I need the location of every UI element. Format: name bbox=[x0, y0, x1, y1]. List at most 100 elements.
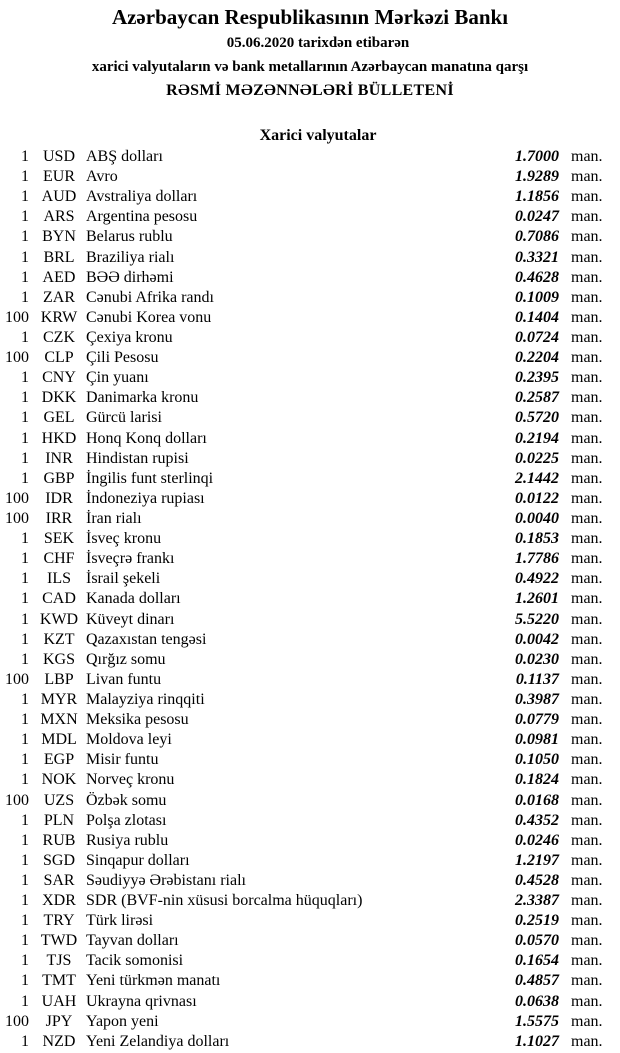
currency-name: Malayziya rinqqiti bbox=[86, 690, 205, 708]
rate-row: 100 JPY Yapon yeni 1.5575 man. bbox=[0, 1012, 620, 1032]
currency-code: CZK bbox=[43, 328, 75, 346]
rate-row: 1 EGP Misir funtu 0.1050 man. bbox=[0, 750, 620, 770]
unit-amount: 1 bbox=[21, 731, 29, 749]
rate-row: 100 KRW Cənubi Korea vonu 0.1404 man. bbox=[0, 308, 620, 328]
currency-code: NOK bbox=[41, 771, 77, 789]
currency-name: Qazaxıstan tengəsi bbox=[86, 630, 207, 648]
unit-amount: 1 bbox=[21, 449, 29, 467]
currency-unit: man. bbox=[571, 1032, 603, 1050]
exchange-rate: 0.4922 bbox=[515, 570, 559, 588]
exchange-rate: 0.4528 bbox=[515, 871, 559, 889]
currency-code: EGP bbox=[43, 751, 75, 769]
exchange-rate: 0.3987 bbox=[515, 690, 559, 708]
currency-unit: man. bbox=[571, 308, 603, 326]
currency-name: Tayvan dolları bbox=[86, 932, 179, 950]
currency-name: BƏƏ dirhəmi bbox=[86, 268, 174, 286]
exchange-rate: 0.0246 bbox=[515, 831, 559, 849]
currency-unit: man. bbox=[571, 489, 603, 507]
unit-amount: 1 bbox=[21, 268, 29, 286]
exchange-rate: 0.0724 bbox=[515, 328, 559, 346]
currency-unit: man. bbox=[571, 168, 603, 186]
rate-row: 1 NZD Yeni Zelandiya dolları 1.1027 man. bbox=[0, 1032, 620, 1052]
unit-amount: 1 bbox=[21, 389, 29, 407]
rate-row: 1 GBP İngilis funt sterlinqi 2.1442 man. bbox=[0, 469, 620, 489]
exchange-rate: 0.0638 bbox=[515, 992, 559, 1010]
exchange-rate: 1.2601 bbox=[515, 590, 559, 608]
unit-amount: 1 bbox=[21, 630, 29, 648]
unit-amount: 1 bbox=[21, 871, 29, 889]
currency-code: AED bbox=[42, 268, 76, 286]
exchange-rate: 0.4352 bbox=[515, 811, 559, 829]
exchange-rate: 5.5220 bbox=[515, 610, 559, 628]
exchange-rate: 0.2587 bbox=[515, 389, 559, 407]
exchange-rate: 0.1824 bbox=[515, 771, 559, 789]
unit-amount: 1 bbox=[21, 892, 29, 910]
unit-amount: 1 bbox=[21, 570, 29, 588]
unit-amount: 1 bbox=[21, 751, 29, 769]
currency-code: TJS bbox=[46, 952, 72, 970]
exchange-rate: 1.9289 bbox=[515, 168, 559, 186]
currency-name: İsrail şekeli bbox=[86, 570, 161, 588]
rate-row: 1 ARS Argentina pesosu 0.0247 man. bbox=[0, 207, 620, 227]
exchange-rate: 1.5575 bbox=[515, 1012, 559, 1030]
currency-code: BYN bbox=[42, 228, 76, 246]
currency-name: Çexiya kronu bbox=[86, 328, 173, 346]
exchange-rate: 0.3321 bbox=[515, 248, 559, 266]
unit-amount: 100 bbox=[5, 1012, 29, 1030]
unit-amount: 1 bbox=[21, 590, 29, 608]
currency-unit: man. bbox=[571, 711, 603, 729]
exchange-rate: 1.7000 bbox=[515, 148, 559, 165]
exchange-rate: 1.7786 bbox=[515, 550, 559, 568]
currency-unit: man. bbox=[571, 811, 603, 829]
currency-unit: man. bbox=[571, 389, 603, 407]
currency-code: MYR bbox=[40, 690, 78, 708]
rate-row: 1 TWD Tayvan dolları 0.0570 man. bbox=[0, 931, 620, 951]
rate-row: 1 EUR Avro 1.9289 man. bbox=[0, 167, 620, 187]
exchange-rate: 0.5720 bbox=[515, 409, 559, 427]
rate-row: 1 ZAR Cənubi Afrika randı 0.1009 man. bbox=[0, 288, 620, 308]
rate-row: 1 SGD Sinqapur dolları 1.2197 man. bbox=[0, 851, 620, 871]
exchange-rate: 0.0570 bbox=[515, 932, 559, 950]
unit-amount: 1 bbox=[21, 771, 29, 789]
currency-name: Danimarka kronu bbox=[86, 389, 199, 407]
rate-row: 1 ILS İsrail şekeli 0.4922 man. bbox=[0, 569, 620, 589]
currency-unit: man. bbox=[571, 670, 603, 688]
currency-unit: man. bbox=[571, 530, 603, 548]
exchange-rate: 0.2194 bbox=[515, 429, 559, 447]
currency-code: ARS bbox=[43, 208, 75, 226]
rate-row: 1 USD ABŞ dolları 1.7000 man. bbox=[0, 147, 620, 167]
exchange-rate: 0.0230 bbox=[515, 650, 559, 668]
exchange-rate: 0.0040 bbox=[515, 509, 559, 527]
rate-row: 1 INR Hindistan rupisi 0.0225 man. bbox=[0, 449, 620, 469]
currency-unit: man. bbox=[571, 610, 603, 628]
currency-unit: man. bbox=[571, 992, 603, 1010]
currency-code: TMT bbox=[42, 972, 76, 990]
currency-code: KWD bbox=[39, 610, 79, 628]
rate-row: 1 MYR Malayziya rinqqiti 0.3987 man. bbox=[0, 690, 620, 710]
currency-unit: man. bbox=[571, 208, 603, 226]
exchange-rate: 0.4628 bbox=[515, 268, 559, 286]
exchange-rate: 0.0981 bbox=[515, 731, 559, 749]
exchange-rate: 0.1853 bbox=[515, 530, 559, 548]
currency-unit: man. bbox=[571, 590, 603, 608]
exchange-rate: 0.0122 bbox=[515, 489, 559, 507]
exchange-rate: 0.2204 bbox=[515, 349, 559, 367]
rate-row: 1 MXN Meksika pesosu 0.0779 man. bbox=[0, 710, 620, 730]
currency-name: İngilis funt sterlinqi bbox=[86, 469, 214, 487]
currency-name: Norveç kronu bbox=[86, 771, 175, 789]
currency-name: Hindistan rupisi bbox=[86, 449, 189, 467]
currency-code: HKD bbox=[41, 429, 77, 447]
currency-name: Sinqapur dolları bbox=[86, 851, 190, 869]
currency-unit: man. bbox=[571, 1012, 603, 1030]
currency-unit: man. bbox=[571, 751, 603, 769]
currency-unit: man. bbox=[571, 972, 603, 990]
currency-code: AUD bbox=[41, 188, 77, 206]
currency-unit: man. bbox=[571, 952, 603, 970]
currency-code: INR bbox=[45, 449, 73, 467]
unit-amount: 1 bbox=[21, 469, 29, 487]
unit-amount: 1 bbox=[21, 972, 29, 990]
currency-code: GBP bbox=[43, 469, 75, 487]
currency-name: Avro bbox=[86, 168, 118, 186]
currency-code: PLN bbox=[43, 811, 75, 829]
unit-amount: 1 bbox=[21, 188, 29, 206]
